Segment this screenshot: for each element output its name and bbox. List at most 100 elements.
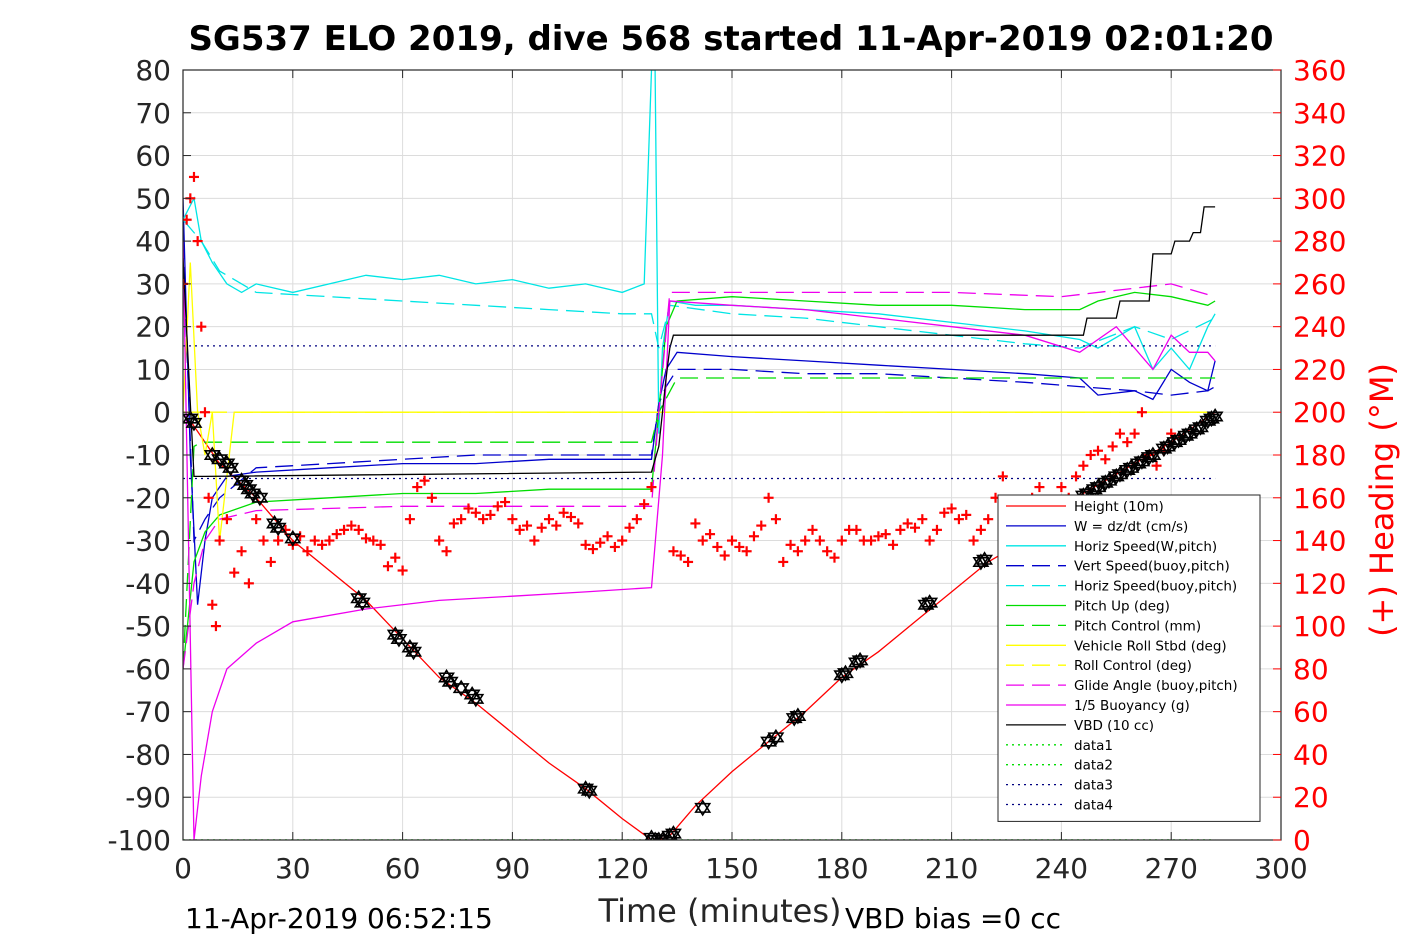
heading-point — [822, 546, 833, 557]
depth-marker-up — [441, 673, 459, 687]
heading-point — [529, 535, 540, 546]
x-tick-label: 210 — [925, 852, 978, 885]
depth-marker-down — [580, 785, 598, 800]
heading-point — [346, 520, 357, 531]
right-tick-label: 220 — [1293, 353, 1346, 386]
depth-marker — [467, 690, 485, 708]
heading-point — [565, 512, 576, 523]
depth-marker-down — [463, 689, 481, 704]
depth-marker-up — [353, 594, 371, 608]
heading-point — [668, 546, 679, 557]
heading-point — [792, 546, 803, 557]
y-tick-label: -30 — [125, 525, 171, 558]
depth-marker-down — [1089, 482, 1107, 496]
heading-point — [741, 546, 752, 557]
right-tick-label: 320 — [1293, 140, 1346, 173]
y-tick-label: -10 — [125, 439, 171, 472]
legend-label-1: W = dz/dt (cm/s) — [1074, 519, 1188, 535]
depth-marker-down — [851, 655, 869, 669]
depth-marker-down — [1159, 441, 1176, 455]
depth-marker-down — [284, 533, 302, 547]
depth-marker-up — [789, 707, 807, 721]
depth-marker-up — [1159, 437, 1176, 452]
depth-marker — [767, 728, 785, 746]
heading-point — [756, 520, 767, 531]
heading-point — [778, 556, 789, 567]
depth-marker-up — [467, 690, 485, 704]
depth-marker — [976, 551, 993, 569]
depth-marker-up — [1166, 433, 1184, 448]
y-tick-label: 0 — [153, 396, 171, 429]
heading-point — [1071, 471, 1082, 482]
heading-point — [602, 531, 613, 542]
x-tick-label: 60 — [385, 852, 421, 885]
right-tick-label: 60 — [1293, 696, 1329, 729]
heading-point — [675, 550, 686, 561]
right-tick-label: 80 — [1293, 653, 1329, 686]
depth-marker-down — [240, 484, 258, 498]
depth-marker-up — [284, 529, 302, 544]
heading-point — [265, 556, 276, 567]
heading-point — [587, 544, 598, 555]
depth-marker — [580, 782, 598, 800]
depth-marker-up — [1089, 478, 1107, 493]
heading-point — [441, 546, 452, 557]
depth-marker-down — [789, 710, 807, 725]
heading-point — [910, 522, 920, 533]
depth-marker-down — [183, 413, 199, 428]
heading-point — [1034, 482, 1045, 493]
depth-marker — [405, 643, 423, 661]
legend: Height (10m) W = dz/dt (cm/s) Horiz Speed(… — [997, 494, 1261, 822]
depth-marker — [1192, 418, 1209, 436]
heading-point — [617, 535, 628, 546]
heading-point — [580, 539, 591, 550]
heading-point — [770, 514, 781, 525]
depth-marker — [211, 450, 229, 468]
depth-marker-up — [1177, 427, 1195, 441]
depth-marker-down — [767, 732, 785, 746]
depth-marker-up — [452, 679, 470, 694]
depth-marker-up — [1144, 446, 1162, 461]
depth-marker-down — [467, 693, 485, 708]
heading-point — [390, 552, 401, 563]
depth-marker — [694, 799, 712, 817]
depth-marker — [851, 651, 869, 669]
depth-marker-up — [1140, 448, 1158, 463]
heading-point — [895, 524, 906, 535]
depth-marker-down — [921, 597, 939, 612]
depth-marker-up — [664, 825, 682, 839]
heading-point — [295, 531, 306, 542]
series-line-11 — [183, 206, 1216, 478]
right-tick-label: 200 — [1293, 396, 1346, 429]
depth-marker-down — [837, 668, 854, 682]
heading-point — [463, 503, 474, 514]
right-tick-label: 280 — [1293, 225, 1346, 258]
depth-marker-up — [921, 594, 939, 608]
right-tick-label: 360 — [1293, 54, 1346, 87]
heading-point — [207, 599, 218, 610]
depth-marker-up — [390, 630, 408, 644]
depth-marker-up — [1199, 412, 1217, 426]
heading-point — [873, 531, 884, 542]
x-tick-label: 240 — [1035, 852, 1088, 885]
depth-marker-up — [1100, 472, 1118, 486]
x-tick-label: 90 — [495, 852, 531, 885]
depth-marker — [203, 446, 221, 464]
right-tick-label: 180 — [1293, 439, 1346, 472]
depth-marker-up — [185, 414, 203, 428]
heading-point — [199, 407, 210, 418]
heading-point — [302, 546, 313, 557]
heading-point — [1114, 428, 1125, 439]
heading-point — [258, 535, 269, 546]
heading-point — [624, 522, 635, 533]
heading-point — [397, 565, 408, 576]
right-tick-label: 20 — [1293, 781, 1329, 814]
legend-label-7: Vehicle Roll Stbd (deg) — [1074, 638, 1227, 654]
depth-marker — [921, 594, 939, 612]
depth-marker-down — [1133, 456, 1151, 470]
legend-label-10: 1/5 Buoyancy (g) — [1074, 698, 1190, 714]
legend-label-4: Horiz Speed(buoy,pitch) — [1074, 579, 1237, 595]
heading-point — [243, 578, 254, 589]
heading-point — [763, 492, 774, 503]
depth-marker — [353, 594, 371, 612]
